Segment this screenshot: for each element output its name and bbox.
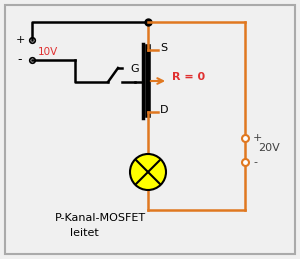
Text: -: - [18, 54, 22, 67]
Text: S: S [160, 43, 167, 53]
Text: P-Kanal-MOSFET: P-Kanal-MOSFET [55, 213, 146, 223]
Text: +: + [15, 35, 25, 45]
Text: R = 0: R = 0 [172, 72, 205, 82]
Text: D: D [160, 105, 169, 115]
Text: G: G [130, 64, 139, 74]
Text: +: + [253, 133, 262, 143]
Text: leitet: leitet [70, 228, 99, 238]
Text: -: - [253, 157, 257, 167]
Text: 20V: 20V [258, 143, 280, 153]
Text: 10V: 10V [38, 47, 58, 57]
Circle shape [130, 154, 166, 190]
